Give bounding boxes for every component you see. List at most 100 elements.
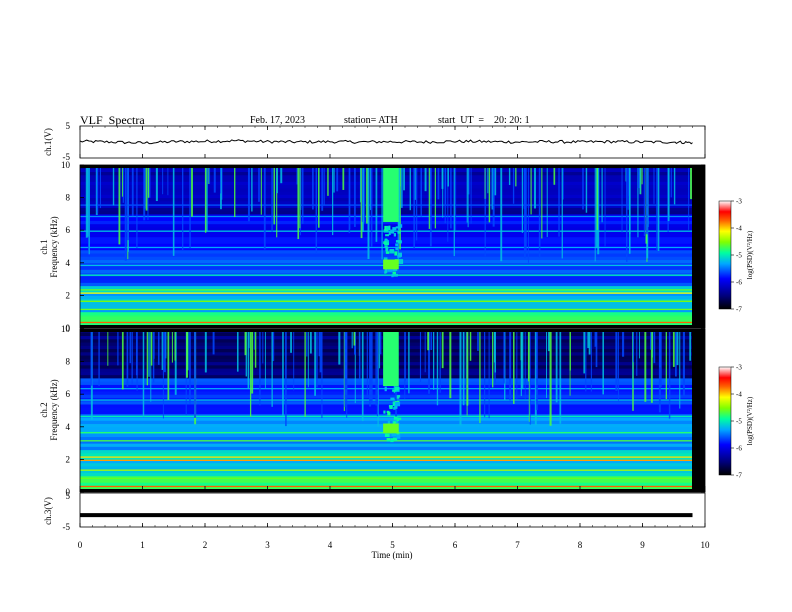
ch2-spectrogram-ylabel-channel: ch.2 (39, 402, 49, 417)
spectrogram-burst-speckle (387, 411, 391, 416)
spectrogram-sferic (264, 332, 266, 388)
spectrogram-sferic (272, 332, 275, 362)
spectrogram-freq-row (80, 482, 692, 486)
spectrogram-freq-row (80, 407, 692, 411)
spectrogram-sferic (595, 332, 598, 368)
spectrogram-freq-row (80, 295, 692, 300)
spectrogram-sferic (643, 168, 645, 237)
spectrogram-sferic (344, 332, 346, 407)
spectrogram-sferic (121, 168, 123, 197)
spectrogram-sferic (466, 332, 469, 406)
spectrogram-freq-row (80, 413, 692, 418)
spectrogram-sferic (194, 332, 197, 418)
spectrogram-burst-speckle (395, 226, 400, 229)
chart-title: VLF Spectra (80, 113, 145, 127)
spectrogram-sferic (296, 168, 298, 185)
spectrogram-tone-line (80, 459, 692, 462)
spectrogram-tone-line (80, 321, 692, 324)
spectrogram-sferic (124, 168, 127, 261)
spectrogram-sferic (301, 168, 304, 224)
colorbar-tick-label: -3 (736, 364, 742, 372)
spectrogram-freq-row (80, 452, 692, 457)
spectrogram-sferic (220, 168, 222, 194)
spectrogram-sferic (88, 168, 90, 255)
spectrogram-sferic (585, 168, 588, 213)
spectrogram-sferic (319, 332, 322, 373)
spectrogram-burst-speckle (383, 257, 388, 262)
spectrogram-tone-line (80, 315, 692, 317)
spectrogram-burst-speckle (392, 273, 398, 277)
spectrogram-burst-speckle (384, 386, 387, 392)
colorbar-tick-label: -6 (736, 279, 742, 287)
spectrogram-sferic (299, 168, 301, 236)
spectrogram-sferic (555, 332, 558, 403)
spectrogram-sferic (682, 332, 685, 397)
spectrogram-sferic (524, 332, 526, 399)
spectrogram-sferic (636, 332, 638, 376)
spectrogram-freq-row (80, 272, 692, 277)
ch1-ytick-bottom: -5 (63, 152, 71, 162)
spectrogram-sferic (366, 332, 368, 398)
spectrogram-sferic (527, 332, 530, 382)
spectrogram-tone-line (80, 289, 692, 291)
spectrogram-burst-speckle (385, 226, 389, 230)
spectrogram-freq-row (80, 390, 692, 395)
time-axis-label: Time (min) (372, 550, 413, 560)
ch3-waveform-ylabel: ch.3(V) (43, 497, 53, 525)
spectrogram-burst-speckle (388, 225, 391, 231)
spectrogram-sferic (321, 332, 323, 419)
spectrogram-sferic (377, 332, 379, 427)
spectrogram-sferic (450, 168, 452, 229)
spectrogram-sferic (171, 332, 173, 363)
spectrogram-sferic (312, 168, 314, 210)
spectrogram-burst-core (383, 423, 399, 434)
spectrogram-sferic (632, 332, 635, 363)
spectrogram-burst-speckle (392, 271, 396, 277)
spectrogram-sferic (408, 332, 410, 394)
spectrogram-sferic (247, 168, 250, 222)
spectrogram-sferic (236, 332, 239, 372)
spectrogram-sferic (189, 168, 191, 249)
spectrogram-sferic (455, 168, 457, 231)
spectrogram-freq-row (80, 436, 692, 441)
spectrogram-sferic (667, 168, 670, 222)
spectrogram-burst-speckle (390, 438, 394, 443)
spectrogram-tone-line (80, 399, 692, 401)
spectrogram-sferic (587, 332, 590, 349)
time-axis-tick-label: 3 (265, 540, 270, 550)
spectrogram-sferic (276, 168, 278, 194)
spectrogram-burst-speckle (384, 433, 390, 437)
spectrogram-sferic (136, 168, 138, 249)
ch2-colorbar-label: log(PSD)(V²/Hz) (746, 396, 754, 445)
spectrogram-sferic (419, 332, 422, 382)
spectrogram-sferic (679, 332, 681, 409)
spectrogram-sferic (492, 332, 494, 388)
spectrogram-freq-row (80, 318, 692, 322)
spectrogram-sferic (87, 168, 89, 237)
spectrogram-sferic (327, 168, 329, 196)
spectrogram-sferic (645, 168, 648, 235)
spectrogram-sferic (150, 332, 153, 366)
ch2-colorbar: -3 -4 -5 -6 -7 log(PSD)(V²/Hz) (718, 364, 754, 480)
spectrogram-sferic (442, 168, 444, 218)
spectrogram-sferic (558, 168, 560, 237)
spectrogram-sferic (375, 332, 377, 406)
spectrogram-sferic (459, 332, 462, 426)
spectrogram-sferic (653, 168, 655, 204)
spectrogram-sferic (96, 168, 99, 214)
time-axis-tick-label: 1 (140, 540, 145, 550)
spectrogram-sferic (260, 168, 262, 215)
spectrogram-sferic (520, 332, 522, 396)
spectrogram-sferic (253, 332, 255, 350)
spectrogram-burst-speckle (397, 259, 402, 264)
spectrogram-sferic (453, 168, 455, 257)
spectrogram-burst-speckle (384, 271, 387, 274)
spectrogram-sferic (404, 332, 406, 381)
spectrogram-burst-speckle (397, 417, 402, 420)
spectrogram-sferic (588, 332, 591, 355)
spectrogram-sferic (359, 168, 361, 203)
spectrogram-sferic (271, 332, 273, 407)
spectrogram-sferic (282, 332, 284, 416)
spectrogram-sferic (434, 168, 436, 229)
spectrogram-sferic (559, 332, 562, 424)
